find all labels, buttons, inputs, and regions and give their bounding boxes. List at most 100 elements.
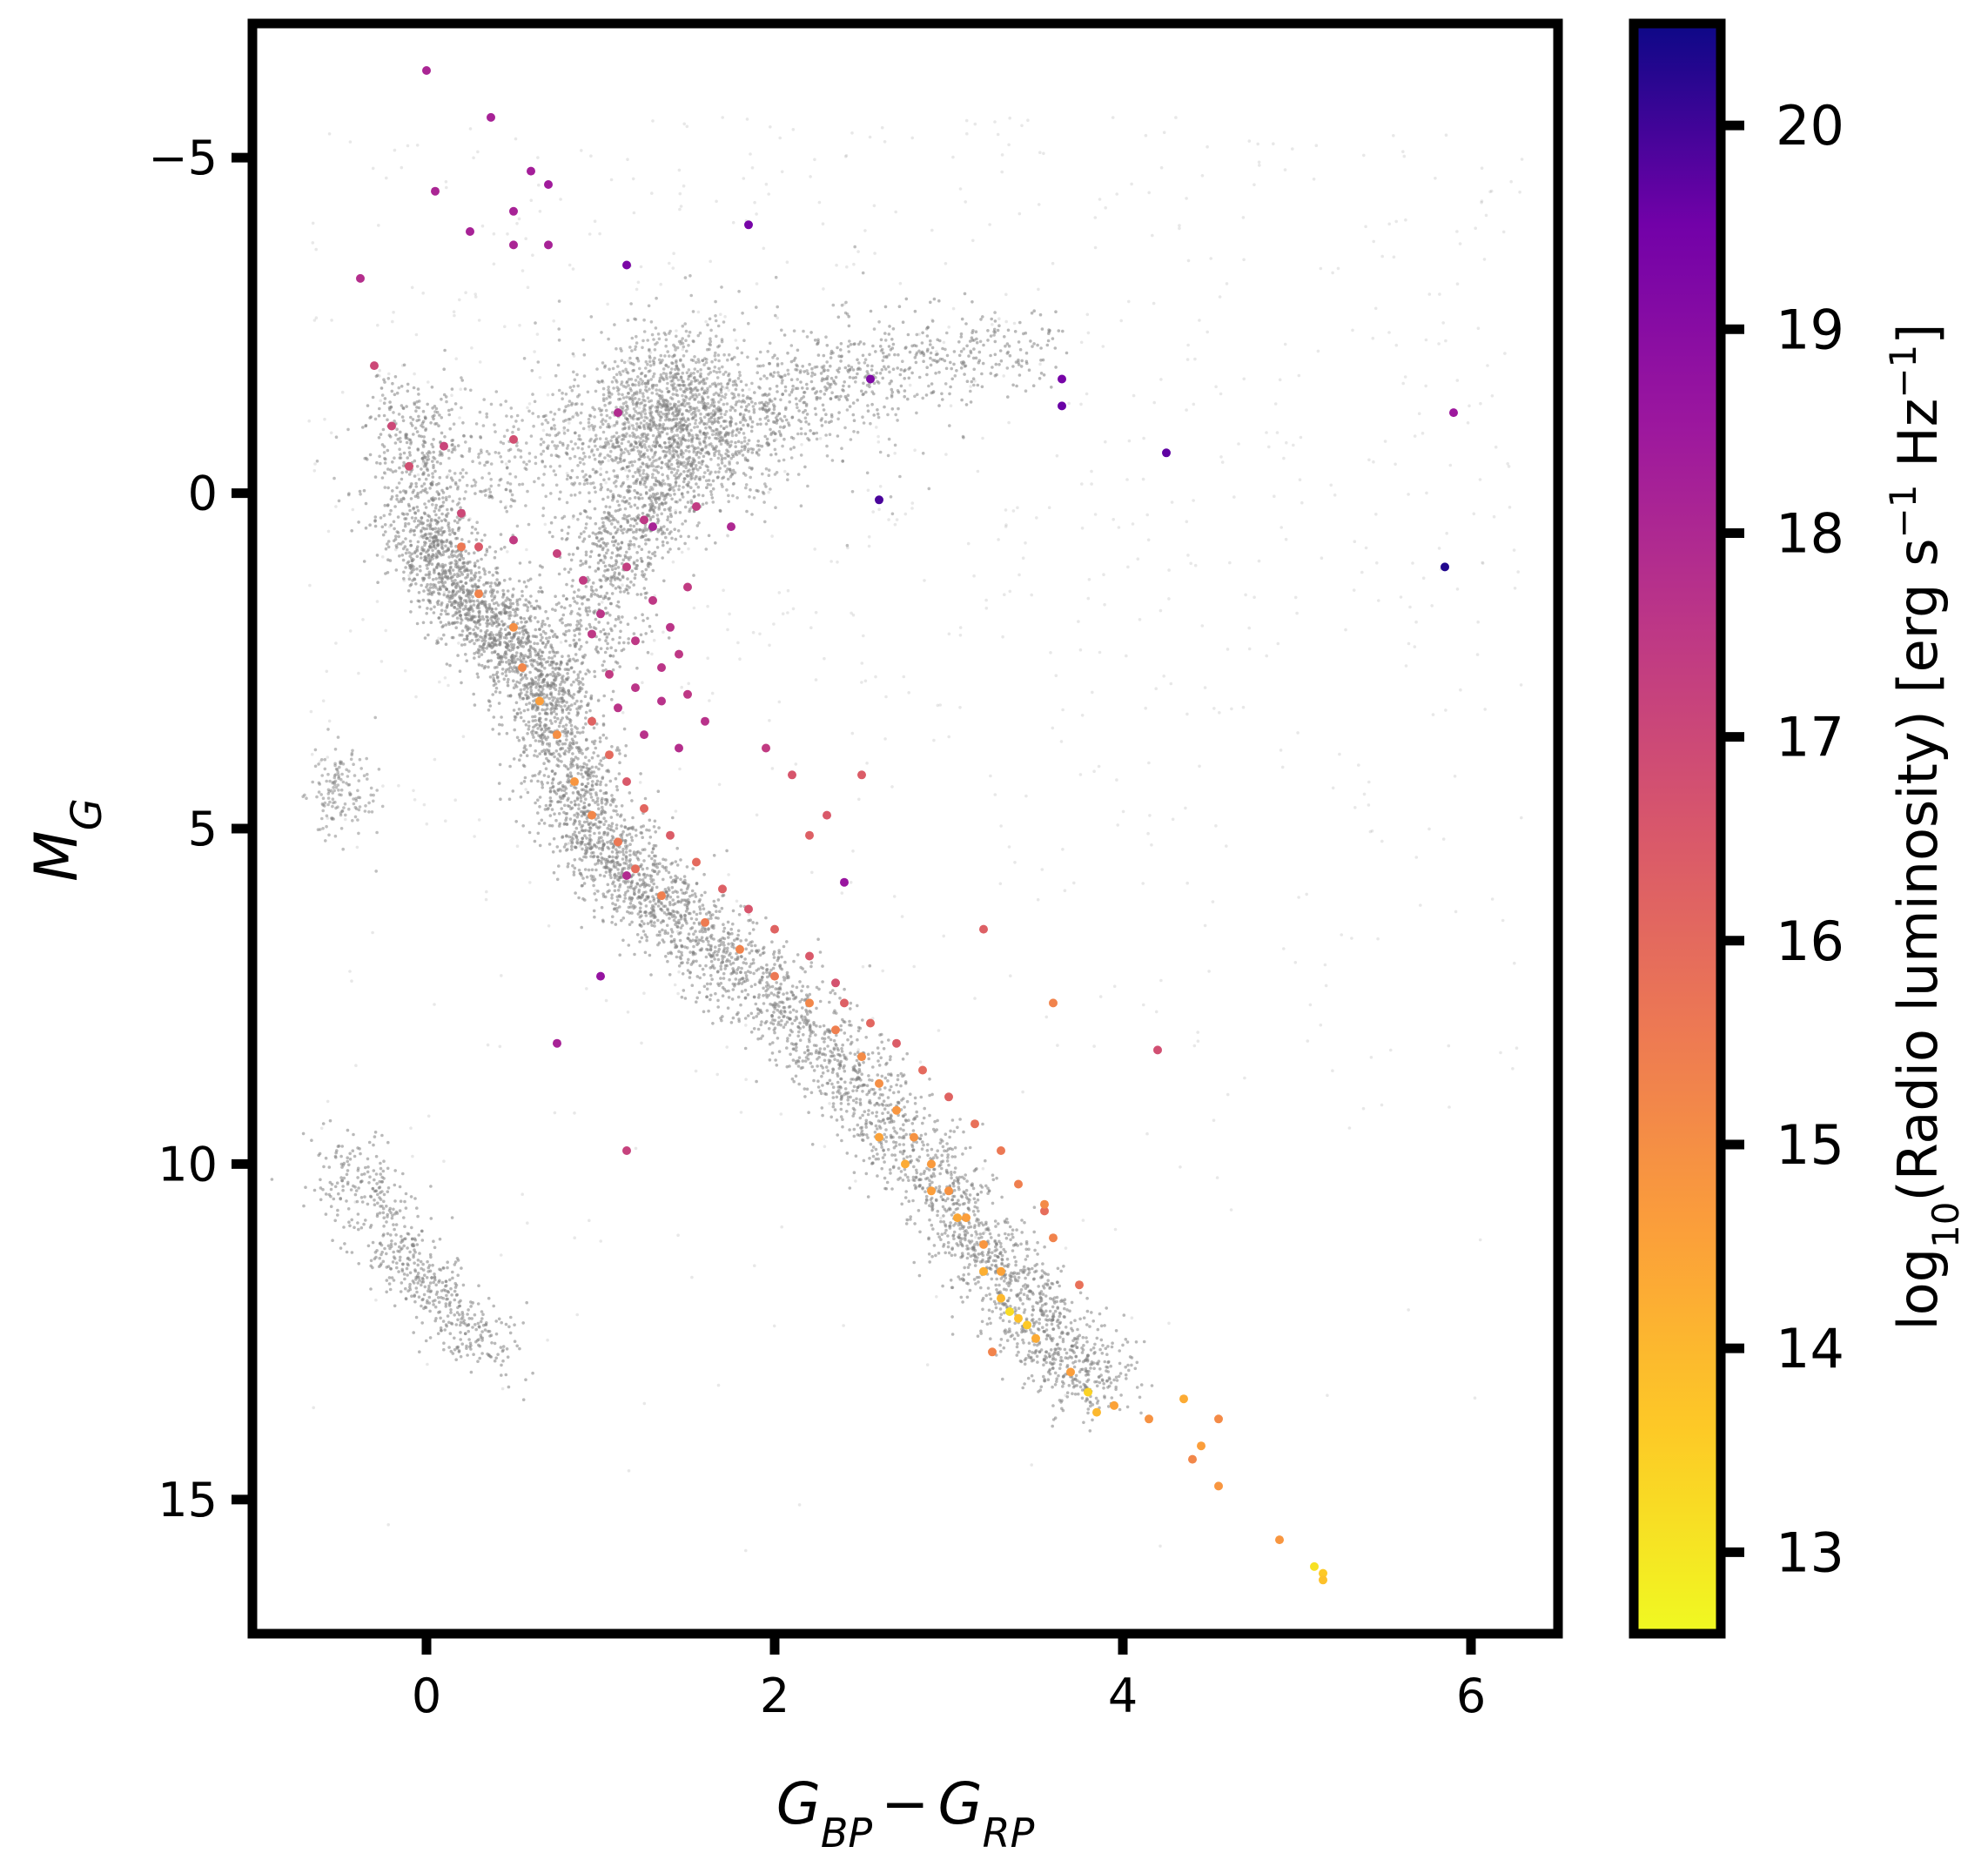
background-star: [380, 525, 385, 529]
background-star: [751, 957, 756, 962]
background-star: [630, 911, 634, 915]
background-star: [886, 1111, 890, 1115]
background-star: [883, 1132, 886, 1137]
background-star: [1407, 493, 1410, 496]
background-star: [936, 1118, 939, 1123]
background-star: [378, 406, 381, 411]
background-star: [667, 951, 670, 956]
background-star: [1096, 1399, 1100, 1403]
background-star: [392, 311, 395, 314]
background-star: [936, 1213, 939, 1218]
background-star: [890, 1187, 894, 1191]
background-star: [391, 470, 395, 473]
background-star: [887, 518, 890, 521]
background-star: [725, 959, 729, 964]
background-star: [547, 635, 552, 640]
background-star: [538, 210, 542, 213]
background-star: [1016, 506, 1019, 510]
background-star: [754, 1002, 758, 1006]
background-star: [426, 519, 430, 522]
background-star: [462, 497, 467, 500]
background-star: [1272, 142, 1275, 145]
background-star: [1253, 595, 1256, 599]
background-star: [433, 571, 436, 574]
background-star: [656, 904, 661, 908]
background-star: [568, 628, 571, 633]
background-star: [846, 1037, 850, 1042]
background-star: [1051, 1353, 1055, 1357]
background-star: [404, 517, 408, 520]
background-star: [433, 507, 438, 510]
background-star: [702, 1010, 706, 1014]
background-star: [900, 1098, 903, 1102]
background-star: [1509, 179, 1513, 184]
background-star: [1329, 483, 1333, 487]
background-star: [377, 413, 381, 418]
background-star: [716, 957, 721, 962]
background-star: [1218, 711, 1221, 715]
background-star: [912, 1165, 916, 1169]
background-star: [1478, 1238, 1482, 1242]
background-star: [1044, 1323, 1049, 1326]
background-star: [397, 783, 400, 788]
background-star: [614, 776, 618, 781]
background-star: [429, 532, 433, 536]
background-star: [836, 561, 839, 564]
background-star: [575, 713, 579, 717]
background-star: [615, 906, 619, 910]
background-star: [598, 762, 601, 766]
background-star: [776, 1023, 780, 1026]
background-star: [517, 579, 521, 583]
background-star: [725, 849, 729, 853]
background-star: [439, 621, 443, 624]
background-star: [503, 325, 507, 329]
background-star: [621, 917, 626, 920]
background-star: [923, 579, 926, 582]
background-star: [915, 1114, 919, 1118]
background-star: [1247, 139, 1252, 143]
background-star: [687, 547, 690, 551]
background-star: [511, 669, 514, 673]
background-star: [1362, 792, 1367, 796]
background-star: [843, 1020, 847, 1024]
background-star: [947, 1163, 950, 1167]
background-star: [399, 430, 402, 434]
background-star: [451, 591, 454, 594]
background-star: [742, 980, 746, 984]
background-star: [1001, 1377, 1004, 1381]
background-star: [570, 844, 574, 849]
background-star: [424, 506, 428, 509]
background-star: [548, 702, 553, 705]
background-star: [427, 539, 432, 542]
background-star: [1351, 328, 1354, 332]
background-star: [974, 1230, 977, 1233]
background-star: [922, 1172, 926, 1175]
background-star: [681, 891, 685, 895]
background-star: [407, 574, 411, 577]
background-star: [972, 574, 976, 578]
background-star: [1360, 570, 1364, 574]
background-star: [449, 540, 453, 544]
background-star: [752, 1016, 756, 1020]
background-star: [409, 600, 413, 604]
background-star: [595, 855, 600, 859]
background-star: [848, 1019, 851, 1024]
background-star: [675, 955, 679, 959]
background-star: [1038, 362, 1042, 366]
background-star: [770, 1051, 775, 1055]
background-star: [430, 386, 434, 389]
background-star: [912, 964, 916, 969]
background-star: [433, 605, 436, 609]
background-star: [715, 953, 719, 957]
background-star: [749, 962, 753, 966]
background-star: [764, 916, 768, 920]
background-star: [515, 601, 519, 604]
background-star: [1314, 144, 1319, 147]
background-star: [1484, 213, 1488, 218]
background-star: [1020, 124, 1024, 128]
background-star: [556, 800, 560, 804]
background-star: [519, 795, 523, 799]
background-star: [651, 895, 655, 898]
background-star: [911, 1129, 916, 1132]
background-star: [561, 724, 565, 729]
